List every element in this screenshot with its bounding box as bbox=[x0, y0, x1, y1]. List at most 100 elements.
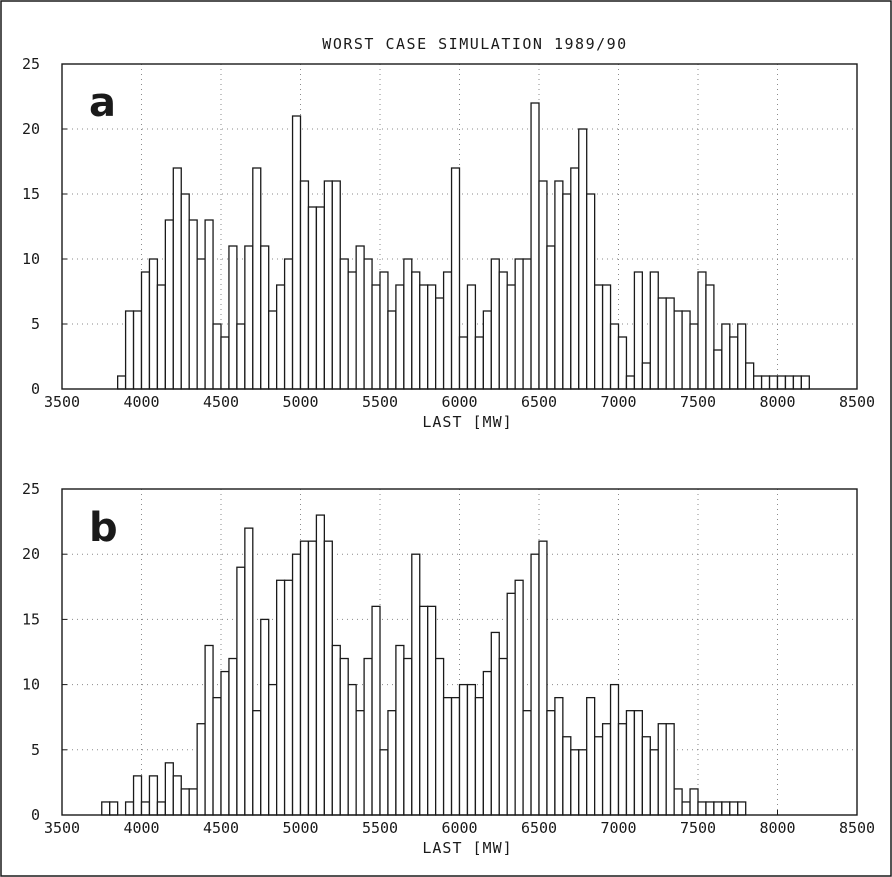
b-bar bbox=[188, 788, 198, 816]
a-bar bbox=[474, 336, 484, 390]
a-bar bbox=[570, 167, 580, 390]
b-bar bbox=[260, 618, 270, 816]
b-bar bbox=[315, 514, 325, 816]
a-bar bbox=[156, 284, 166, 390]
a-bar bbox=[204, 219, 214, 390]
b-bar bbox=[721, 801, 731, 816]
a-bar bbox=[530, 102, 540, 390]
a-x-tick-label: 6000 bbox=[441, 393, 477, 411]
a-bar bbox=[331, 180, 341, 390]
a-bar bbox=[268, 310, 278, 390]
b-x-tick-label: 5500 bbox=[362, 819, 398, 837]
a-bar bbox=[490, 258, 500, 390]
b-bar bbox=[713, 801, 723, 816]
b-x-tick-label: 6000 bbox=[441, 819, 477, 837]
a-bar bbox=[609, 323, 620, 390]
b-bar bbox=[419, 605, 429, 816]
a-bar bbox=[617, 336, 628, 390]
a-x-tick-label: 3500 bbox=[44, 393, 80, 411]
a-x-tick-label: 7500 bbox=[680, 393, 716, 411]
a-bar bbox=[275, 284, 286, 390]
b-bar bbox=[705, 801, 715, 816]
b-bar bbox=[275, 579, 286, 816]
a-bar bbox=[180, 193, 190, 390]
a-bar bbox=[657, 297, 667, 390]
a-bar bbox=[538, 180, 548, 390]
b-bar bbox=[546, 710, 556, 816]
b-x-tick-label: 5000 bbox=[282, 819, 318, 837]
a-bar bbox=[124, 310, 135, 390]
a-y-tick-label: 10 bbox=[22, 250, 40, 268]
b-x-tick-label: 4500 bbox=[203, 819, 239, 837]
b-bar bbox=[641, 736, 651, 816]
b-bar bbox=[109, 801, 119, 816]
b-bar bbox=[697, 801, 707, 816]
b-bar bbox=[228, 657, 238, 816]
b-bar bbox=[212, 696, 222, 816]
a-bar bbox=[729, 336, 739, 390]
b-bar bbox=[601, 723, 612, 816]
b-panel-label: b bbox=[89, 505, 118, 551]
a-bar bbox=[554, 180, 564, 390]
a-x-tick-label: 4500 bbox=[203, 393, 239, 411]
b-y-tick-label: 0 bbox=[31, 806, 40, 824]
b-bar bbox=[101, 801, 111, 816]
a-bar bbox=[689, 323, 699, 390]
a-bar bbox=[594, 284, 604, 390]
a-bar bbox=[737, 323, 747, 390]
a-bar bbox=[522, 258, 532, 390]
b-bar bbox=[236, 566, 246, 816]
a-bar bbox=[713, 349, 723, 390]
b-bar bbox=[148, 775, 159, 816]
a-y-tick-label: 15 bbox=[22, 185, 40, 203]
b-y-tick-label: 10 bbox=[22, 676, 40, 694]
a-bar bbox=[625, 375, 636, 390]
a-bar bbox=[578, 128, 588, 390]
a-bar bbox=[291, 115, 302, 390]
a-bar bbox=[228, 245, 238, 390]
a-bar bbox=[450, 167, 461, 390]
b-bar bbox=[586, 696, 596, 816]
b-x-tick-label: 7500 bbox=[680, 819, 716, 837]
b-bar bbox=[609, 683, 620, 816]
b-bar bbox=[323, 540, 333, 816]
b-bar bbox=[442, 696, 453, 816]
b-bar bbox=[498, 657, 508, 816]
b-bar bbox=[339, 657, 349, 816]
a-y-tick-label: 0 bbox=[31, 380, 40, 398]
b-bar bbox=[299, 540, 310, 816]
a-bar bbox=[315, 206, 325, 390]
b-bar bbox=[530, 553, 540, 816]
a-bar bbox=[506, 284, 516, 390]
b-x-tick-label: 6500 bbox=[521, 819, 557, 837]
a-bar bbox=[196, 258, 206, 390]
a-y-tick-label: 25 bbox=[22, 55, 40, 73]
b-bar bbox=[474, 696, 484, 816]
a-bar bbox=[768, 375, 779, 390]
a-bar bbox=[140, 271, 151, 390]
a-bar bbox=[482, 310, 492, 390]
b-x-tick-label: 4000 bbox=[123, 819, 159, 837]
b-bar bbox=[673, 788, 683, 816]
b-bar bbox=[355, 710, 365, 816]
a-bar bbox=[387, 310, 397, 390]
b-bar bbox=[633, 710, 644, 816]
a-bar bbox=[371, 284, 381, 390]
b-x-tick-label: 8500 bbox=[839, 819, 875, 837]
b-bar bbox=[506, 592, 516, 816]
a-x-tick-label: 5500 bbox=[362, 393, 398, 411]
a-bar bbox=[172, 167, 182, 390]
b-bar bbox=[395, 644, 405, 816]
b-bar bbox=[379, 749, 389, 816]
b-bar bbox=[427, 605, 437, 816]
b-bar bbox=[649, 749, 659, 816]
b-bar bbox=[617, 723, 628, 816]
b-bar bbox=[283, 579, 294, 816]
a-y-tick-label: 20 bbox=[22, 120, 40, 138]
a-bar bbox=[753, 375, 763, 390]
b-bar bbox=[204, 644, 214, 816]
b-bar bbox=[657, 723, 667, 816]
chart-title: WORST CASE SIMULATION 1989/90 bbox=[322, 35, 627, 53]
a-bar bbox=[705, 284, 715, 390]
